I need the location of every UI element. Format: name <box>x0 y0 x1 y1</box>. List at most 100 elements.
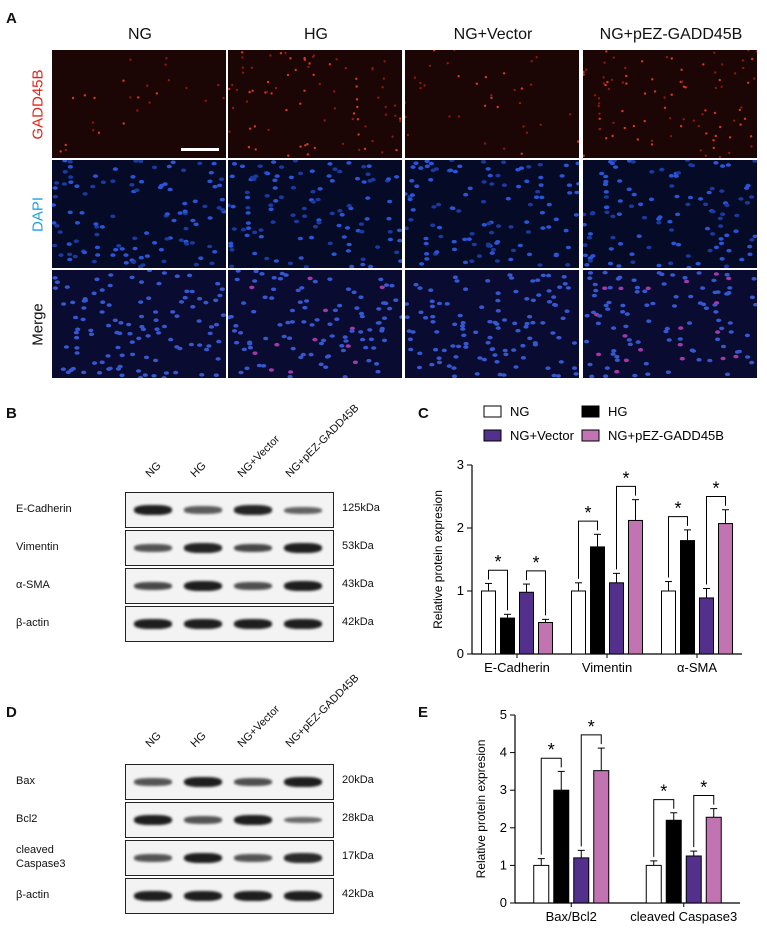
panel_b-band-1-2 <box>234 543 272 553</box>
panel-a-row-gadd45b: GADD45B <box>29 69 47 140</box>
panel_d-blot-row-3 <box>125 878 334 914</box>
bar <box>718 523 733 655</box>
panel_b-band-1-1 <box>184 543 222 553</box>
panel_b-protein-label-0: E-Cadherin <box>16 503 72 515</box>
panel-a-col-vector: NG+Vector <box>453 26 533 43</box>
y-tick-label: 2 <box>500 820 507 835</box>
y-tick-label: 4 <box>500 745 507 760</box>
panel_b-band-3-2 <box>234 619 272 629</box>
bar <box>680 540 695 655</box>
panel_b-band-2-2 <box>234 582 272 590</box>
panel_b-kda-label-0: 125kDa <box>342 502 380 514</box>
panel_d-kda-label-0: 20kDa <box>342 774 374 786</box>
panel_b-lane-label-3: NG+pEZ-GADD45B <box>283 402 362 480</box>
panel_d-band-2-2 <box>234 854 272 862</box>
micrograph-blue-1 <box>228 160 402 268</box>
significance-star: * <box>674 499 681 519</box>
significance-star: * <box>700 777 707 797</box>
x-tick-label: Bax/Bcl2 <box>546 909 597 924</box>
panel-b-letter: B <box>6 405 17 422</box>
y-axis-label: Relative protein expresion <box>474 740 488 879</box>
panel_d-lane-label-2: NG+Vector <box>235 703 283 750</box>
bar <box>481 590 496 655</box>
y-tick-label: 0 <box>457 646 464 661</box>
panel_d-band-3-2 <box>234 891 272 901</box>
panel_b-band-2-3 <box>284 581 322 591</box>
bar <box>533 864 550 904</box>
bar <box>553 789 570 904</box>
legend-label: NG <box>510 404 530 419</box>
legend-swatch <box>483 405 502 418</box>
panel_d-band-1-2 <box>234 815 272 825</box>
panel_d-band-2-1 <box>184 853 222 863</box>
panel-a-col-ng: NG <box>128 26 152 43</box>
panel_b-lane-label-0: NG <box>143 459 164 480</box>
micrograph-red-1 <box>228 50 402 158</box>
significance-star: * <box>712 479 719 499</box>
panel-a-letter: A <box>6 10 17 27</box>
bar <box>645 864 662 904</box>
bar <box>590 546 605 655</box>
bar <box>699 597 714 655</box>
bar <box>661 590 676 655</box>
significance-bracket <box>580 734 602 847</box>
y-tick-label: 1 <box>500 857 507 872</box>
micrograph-blue-3 <box>583 160 757 268</box>
y-tick-label: 3 <box>500 782 507 797</box>
significance-bracket <box>706 496 726 585</box>
y-tick-label: 5 <box>500 707 507 722</box>
micrograph-blue-2 <box>405 160 579 268</box>
panel_d-blot-row-0 <box>125 764 334 800</box>
bar <box>609 582 624 655</box>
significance-star: * <box>548 740 555 760</box>
panel-c-letter: C <box>418 405 429 422</box>
micrograph-merge-0 <box>52 270 226 378</box>
panel_b-lane-label-1: HG <box>188 459 209 480</box>
panel_b-band-3-1 <box>184 619 222 629</box>
legend-label: NG+pEZ-GADD45B <box>608 428 724 443</box>
panel_d-kda-label-1: 28kDa <box>342 812 374 824</box>
legend-swatch <box>483 429 502 442</box>
panel_b-band-3-3 <box>284 619 322 629</box>
panel_b-band-0-2 <box>234 505 272 515</box>
bar <box>705 816 722 904</box>
panel_b-band-1-0 <box>134 544 172 552</box>
significance-bracket <box>488 569 508 611</box>
significance-bracket <box>540 757 562 855</box>
panel_d-blot-row-1 <box>125 802 334 838</box>
scale-bar <box>181 148 219 151</box>
panel_b-blot-row-1 <box>125 530 334 566</box>
panel_b-band-0-3 <box>284 506 322 514</box>
panel_d-band-1-1 <box>184 816 222 824</box>
bar <box>571 590 586 655</box>
panel_b-band-0-1 <box>184 506 222 514</box>
significance-star: * <box>532 553 539 573</box>
panel_d-lane-label-1: HG <box>188 729 209 750</box>
bar-chart-e: 0 1 2 3 4 5 Relative protein expresion Bax/Bcl2… <box>474 707 740 924</box>
micrograph-red-2 <box>405 50 579 158</box>
bar <box>500 617 515 655</box>
bar <box>519 591 534 655</box>
panel-e-letter: E <box>418 704 429 721</box>
panel_d-band-1-3 <box>284 816 322 824</box>
panel_b-kda-label-3: 42kDa <box>342 616 374 628</box>
panel_b-blot-row-2 <box>125 568 334 604</box>
significance-star: * <box>588 717 595 737</box>
panel_b-protein-label-2: α-SMA <box>16 579 50 591</box>
micrograph-blue-0 <box>52 160 226 268</box>
significance-bracket <box>653 799 675 857</box>
bar <box>628 519 643 655</box>
panel_d-kda-label-2: 17kDa <box>342 850 374 862</box>
significance-bracket <box>668 516 688 578</box>
panel_b-lane-label-2: NG+Vector <box>235 433 283 480</box>
micrograph-merge-1 <box>228 270 402 378</box>
panel_d-band-3-3 <box>284 891 322 901</box>
panel_d-band-0-2 <box>234 778 272 786</box>
panel_b-protein-label-1: Vimentin <box>16 541 59 553</box>
panel_b-band-1-3 <box>284 543 322 553</box>
y-tick-label: 1 <box>457 583 464 598</box>
panel_b-kda-label-2: 43kDa <box>342 578 374 590</box>
micrograph-red-0 <box>52 50 226 158</box>
legend-label: HG <box>608 404 628 419</box>
bar <box>538 622 553 655</box>
